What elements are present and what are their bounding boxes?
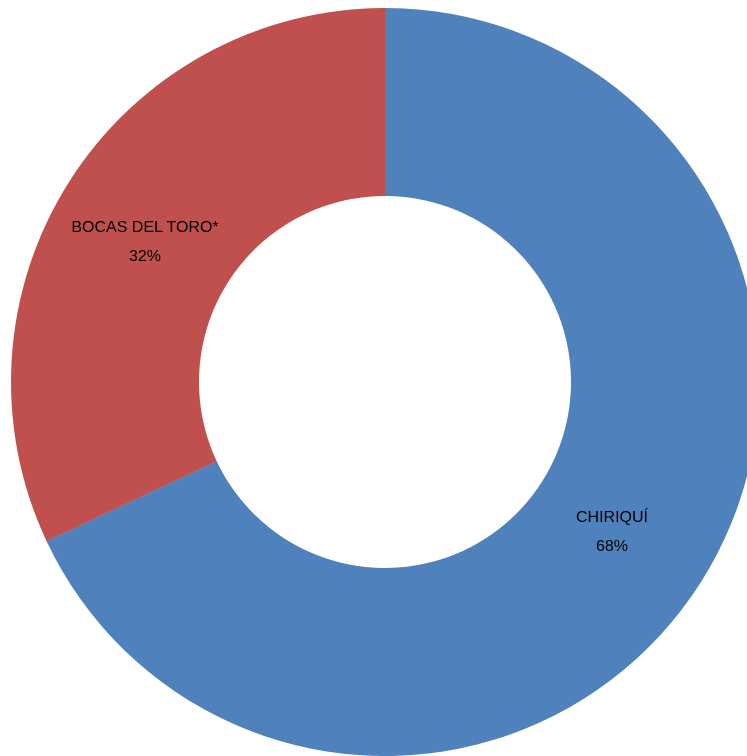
slice-chiriqu (46, 8, 747, 756)
slice-bocas-del-toro (10, 8, 386, 542)
slice-label-percent: 32% (129, 248, 161, 265)
slice-label-name: BOCAS DEL TORO* (71, 219, 218, 236)
donut-labels: CHIRIQUÍ 68% BOCAS DEL TORO* 32% (71, 219, 648, 555)
slice-label-percent: 68% (596, 538, 628, 555)
donut-slices (10, 8, 747, 756)
slice-label-name: CHIRIQUÍ (576, 507, 649, 526)
